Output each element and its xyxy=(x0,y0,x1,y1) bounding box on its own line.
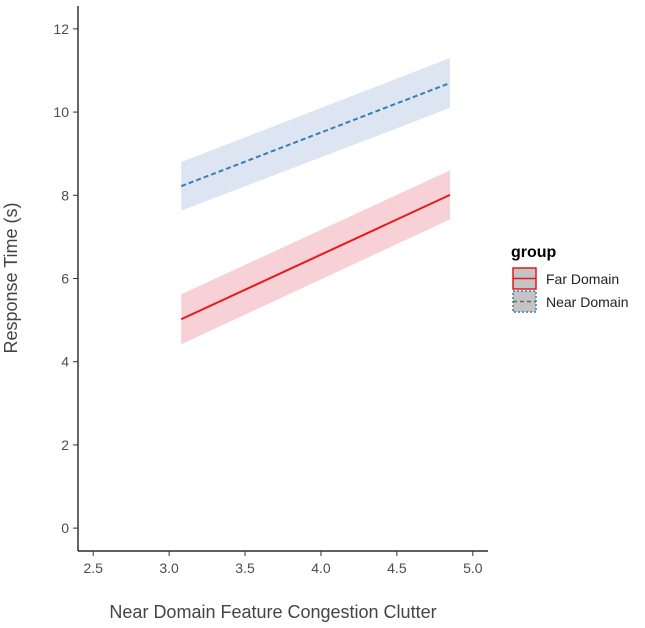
y-axis-ticks: 0 2 4 6 8 10 12 xyxy=(53,21,78,536)
x-tick-label: 4.5 xyxy=(387,560,407,576)
y-tick-label: 4 xyxy=(61,354,69,370)
legend-item-near-domain: Near Domain xyxy=(512,290,628,313)
y-tick-label: 12 xyxy=(53,21,69,37)
regression-lines xyxy=(180,82,451,321)
y-tick-label: 2 xyxy=(61,437,69,453)
x-tick-label: 5.0 xyxy=(463,560,483,576)
y-tick-label: 10 xyxy=(53,104,69,120)
x-axis-title: Near Domain Feature Congestion Clutter xyxy=(109,602,436,622)
y-tick-label: 8 xyxy=(61,187,69,203)
y-tick-label: 6 xyxy=(61,271,69,287)
y-axis-title: Response Time (s) xyxy=(1,202,21,353)
y-tick-label: 0 xyxy=(61,520,69,536)
legend-label-near-domain: Near Domain xyxy=(546,294,628,310)
x-tick-label: 3.5 xyxy=(235,560,255,576)
legend-label-far-domain: Far Domain xyxy=(546,271,619,287)
x-tick-label: 4.0 xyxy=(311,560,331,576)
legend-title: group xyxy=(511,244,557,261)
x-axis-ticks: 2.5 3.0 3.5 4.0 4.5 5.0 xyxy=(83,551,483,576)
legend: group Far Domain Near Domain xyxy=(511,244,628,313)
x-tick-label: 2.5 xyxy=(83,560,103,576)
series-line-far-domain xyxy=(180,193,451,321)
x-tick-label: 3.0 xyxy=(159,560,179,576)
legend-item-far-domain: Far Domain xyxy=(512,267,619,290)
